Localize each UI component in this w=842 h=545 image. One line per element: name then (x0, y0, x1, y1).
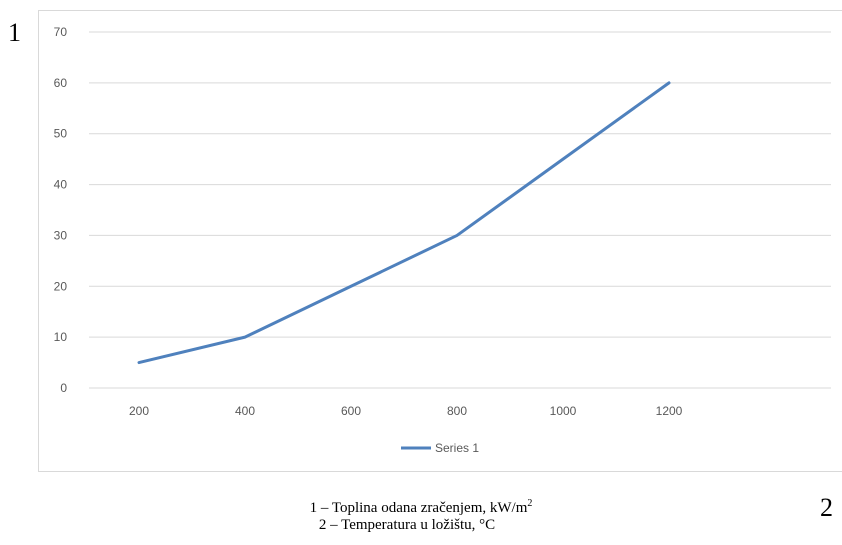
x-tick-labels: 200 400 600 800 1000 1200 (129, 404, 683, 418)
y-tick-label: 10 (54, 330, 68, 344)
x-tick-label: 600 (341, 404, 361, 418)
x-tick-label: 1000 (550, 404, 577, 418)
y-tick-label: 30 (54, 228, 68, 242)
series-lines (137, 81, 671, 365)
series-line (137, 81, 671, 365)
y-axis-number-label: 1 (8, 18, 21, 47)
caption-line-2: 2 – Temperatura u ložištu, °C (318, 517, 496, 533)
y-tick-label: 0 (60, 381, 67, 395)
line-chart: 0 10 20 30 40 50 60 70 200 400 600 800 1000 1200 Ser… (54, 25, 831, 455)
chart-area: 0 10 20 30 40 50 60 70 200 400 600 800 1000 1200 Ser… (38, 10, 842, 472)
y-tick-label: 60 (54, 76, 68, 90)
y-tick-label: 20 (54, 279, 68, 293)
x-tick-label: 1200 (656, 404, 683, 418)
x-axis-number-label: 2 (820, 493, 833, 522)
y-tick-labels: 0 10 20 30 40 50 60 70 (54, 25, 68, 395)
x-tick-label: 800 (447, 404, 467, 418)
caption-line-1-text: 1 – Toplina odana zračenjem, kW/m (309, 500, 528, 516)
y-tick-label: 50 (54, 127, 68, 141)
x-tick-label: 400 (235, 404, 255, 418)
legend-label: Series 1 (435, 441, 479, 455)
figure-caption: 1 – Toplina odana zračenjem, kW/m2 2 – T… (0, 498, 842, 534)
y-tick-label: 70 (54, 25, 68, 39)
caption-line-1-superscript: 2 (527, 498, 533, 509)
caption-line-1: 1 – Toplina odana zračenjem, kW/m2 (0, 498, 842, 517)
x-tick-label: 200 (129, 404, 149, 418)
legend: Series 1 (401, 441, 479, 455)
y-tick-label: 40 (54, 178, 68, 192)
gridlines (89, 31, 831, 389)
